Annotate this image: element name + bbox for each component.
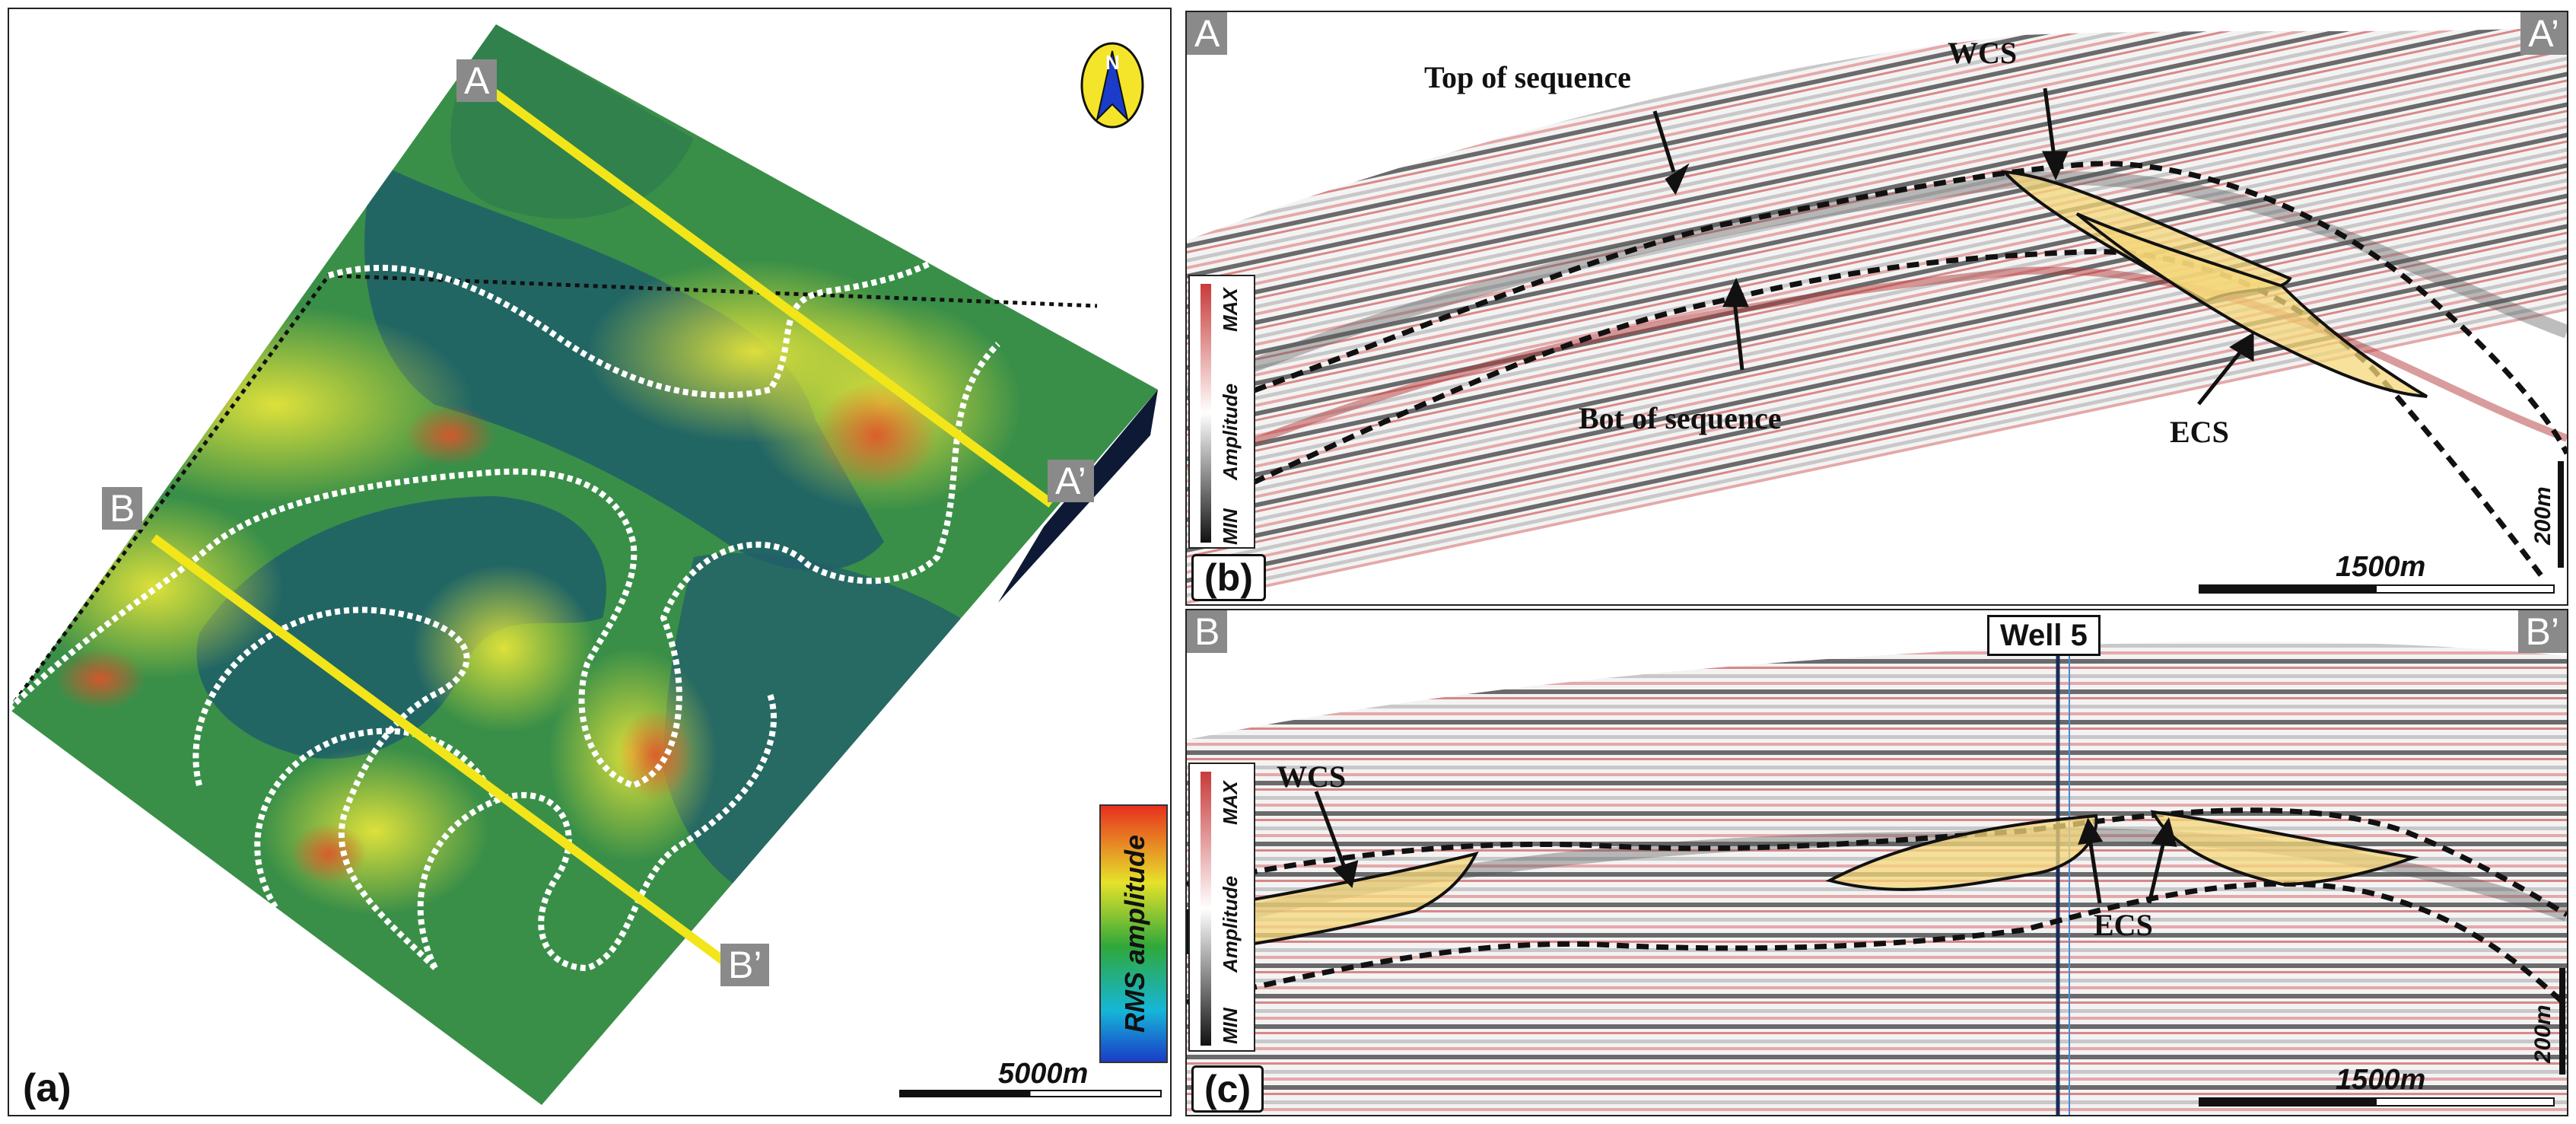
top-arrow [1652, 110, 1676, 173]
horizontal-scale-text-c: 1500m [2336, 1064, 2426, 1096]
bot-of-sequence-label: Bot of sequence [1579, 401, 1782, 435]
profile-a-start-label: A [456, 59, 498, 102]
vertical-scale-c [2559, 968, 2565, 1075]
profile-line-a [489, 88, 1054, 508]
amp-label-c: Amplitude [1219, 875, 1242, 973]
profile-a-end-label: A’ [1048, 460, 1094, 502]
rms-amplitude-map [9, 24, 1158, 1105]
vertical-scale-text-b: 200m [2530, 486, 2555, 545]
ecs-label-c: ECS [2094, 908, 2153, 942]
wcs-label-b: WCS [1948, 36, 2018, 70]
well-5-label: Well 5 [1987, 615, 2101, 656]
north-arrow-icon [1080, 42, 1144, 129]
map-scale-text: 5000m [998, 1058, 1089, 1090]
panel-c-seismic: B B’ Well 5 WCS ECS MAX Amplitude MIN 20… [1185, 609, 2568, 1116]
compass-letter: N [1105, 51, 1120, 74]
bot-arrow [1732, 301, 1744, 371]
wcs-arrow [2043, 88, 2056, 158]
amp-max-b: MAX [1219, 288, 1242, 332]
top-of-sequence-line [1216, 161, 2567, 455]
ecs-arrow-c1 [2088, 838, 2102, 904]
profile-b-corner-right: A’ [2520, 12, 2567, 55]
horizontal-scale-c [2199, 1097, 2555, 1106]
profile-c-corner-right: B’ [2517, 610, 2567, 653]
ecs-channel-fill-c2 [2150, 810, 2419, 887]
horizontal-scale-text-b: 1500m [2336, 551, 2426, 583]
profile-c-corner-left: B [1187, 610, 1228, 653]
ecs-arrow [2197, 345, 2246, 406]
panel-b-label: (b) [1191, 554, 1266, 601]
amplitude-scale-c [1188, 763, 1255, 1052]
profile-b-corner-left: A [1187, 12, 1228, 55]
amp-min-b: MIN [1219, 508, 1242, 545]
amp-max-c: MAX [1219, 781, 1242, 825]
ecs-label-b: ECS [2170, 415, 2229, 449]
top-of-sequence-label: Top of sequence [1424, 60, 1631, 94]
amp-min-c: MIN [1219, 1008, 1242, 1044]
vertical-scale-text-c: 200m [2530, 1005, 2555, 1063]
seismic-profile-a [1187, 27, 2567, 604]
amp-label-b: Amplitude [1219, 383, 1242, 480]
channel-outlines [9, 234, 1099, 972]
horizontal-scale-b [2199, 584, 2555, 594]
bot-of-sequence-line-c [1187, 881, 2567, 1008]
ecs-channel-fill [2075, 212, 2428, 398]
ecs-arrow-c2 [2147, 838, 2167, 904]
profile-b-end-label: B’ [720, 944, 770, 986]
panel-b-seismic: A A’ Top of sequence Bot of sequence WCS… [1185, 11, 2568, 606]
rms-colorbar [1099, 804, 1168, 1063]
map-scale-bar [899, 1090, 1162, 1097]
profile-line-b [151, 534, 731, 968]
bot-of-sequence-line [1216, 249, 2543, 578]
amplitude-scale-b [1188, 275, 1255, 549]
vertical-scale-b [2558, 461, 2564, 568]
seismic-profile-b [1187, 633, 2567, 1115]
wcs-arrow-c [1314, 791, 1347, 870]
panel-c-label: (c) [1191, 1065, 1264, 1113]
profile-b-start-label: B [102, 487, 143, 530]
panel-a-label: (a) [23, 1066, 72, 1110]
wcs-label-c: WCS [1277, 759, 1347, 794]
panel-a-map: A A’ B B’ N RMS amplitude 5000m (a) [8, 8, 1172, 1116]
colorbar-label: RMS amplitude [1119, 834, 1150, 1033]
wcs-channel-fill-c [1187, 852, 1479, 955]
